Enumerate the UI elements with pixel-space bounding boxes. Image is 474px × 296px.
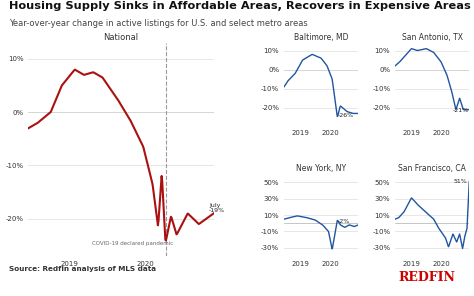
Text: July
-19%: July -19% bbox=[209, 203, 225, 213]
Text: Housing Supply Sinks in Affordable Areas, Recovers in Expensive Areas: Housing Supply Sinks in Affordable Areas… bbox=[9, 1, 471, 12]
Text: REDFIN: REDFIN bbox=[398, 271, 455, 284]
Text: -21%: -21% bbox=[452, 107, 468, 112]
Text: Year-over-year change in active listings for U.S. and select metro areas: Year-over-year change in active listings… bbox=[9, 19, 308, 28]
Title: San Antonio, TX: San Antonio, TX bbox=[402, 33, 463, 42]
Text: 51%: 51% bbox=[453, 179, 467, 184]
Title: Baltimore, MD: Baltimore, MD bbox=[294, 33, 348, 42]
Title: National: National bbox=[103, 33, 138, 42]
Text: -26%: -26% bbox=[337, 113, 354, 118]
Title: New York, NY: New York, NY bbox=[296, 164, 346, 173]
Text: COVID-19 declared pandemic: COVID-19 declared pandemic bbox=[91, 241, 173, 246]
Text: Source: Redfin analysis of MLS data: Source: Redfin analysis of MLS data bbox=[9, 266, 156, 272]
Title: San Francisco, CA: San Francisco, CA bbox=[398, 164, 466, 173]
Text: -2%: -2% bbox=[337, 219, 350, 224]
